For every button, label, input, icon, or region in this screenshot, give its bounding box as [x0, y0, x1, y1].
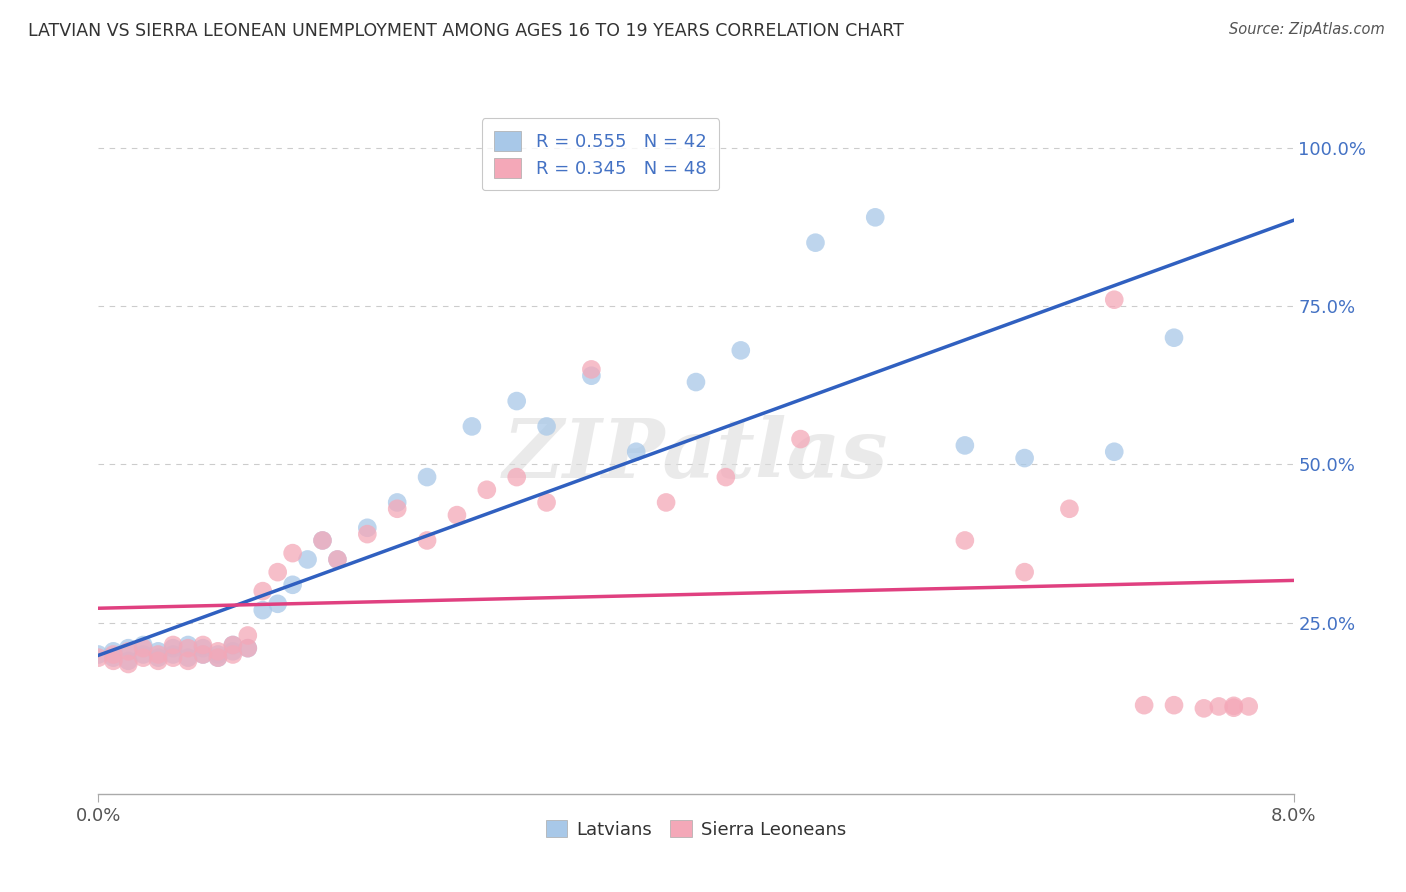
Point	[1104, 293, 1126, 307]
Point	[865, 211, 887, 225]
Point	[148, 644, 170, 658]
Point	[148, 654, 170, 668]
Point	[1192, 701, 1215, 715]
Point	[789, 432, 811, 446]
Point	[714, 470, 737, 484]
Point	[446, 508, 468, 522]
Point	[626, 444, 648, 458]
Point	[191, 638, 214, 652]
Point	[326, 552, 349, 566]
Point	[222, 638, 245, 652]
Point	[536, 495, 558, 509]
Point	[117, 641, 139, 656]
Point	[581, 362, 603, 376]
Point	[953, 533, 976, 548]
Point	[252, 584, 274, 599]
Point	[730, 343, 752, 358]
Point	[1014, 451, 1036, 466]
Point	[385, 501, 409, 516]
Point	[191, 648, 214, 662]
Point	[1014, 565, 1036, 579]
Point	[475, 483, 498, 497]
Point	[162, 641, 184, 656]
Point	[655, 495, 678, 509]
Point	[103, 650, 125, 665]
Point	[177, 650, 200, 665]
Point	[311, 533, 333, 548]
Point	[236, 628, 259, 642]
Point	[1223, 698, 1246, 713]
Point	[326, 552, 349, 566]
Point	[236, 641, 259, 656]
Point	[87, 648, 110, 662]
Point	[87, 650, 110, 665]
Text: ZIPatlas: ZIPatlas	[503, 415, 889, 495]
Point	[222, 648, 245, 662]
Point	[117, 644, 139, 658]
Text: LATVIAN VS SIERRA LEONEAN UNEMPLOYMENT AMONG AGES 16 TO 19 YEARS CORRELATION CHA: LATVIAN VS SIERRA LEONEAN UNEMPLOYMENT A…	[28, 22, 904, 40]
Point	[162, 648, 184, 662]
Point	[1208, 699, 1230, 714]
Point	[506, 470, 529, 484]
Point	[103, 654, 125, 668]
Legend: Latvians, Sierra Leoneans: Latvians, Sierra Leoneans	[538, 813, 853, 846]
Point	[416, 470, 439, 484]
Point	[581, 368, 603, 383]
Point	[281, 546, 304, 560]
Point	[177, 638, 200, 652]
Point	[1163, 698, 1185, 713]
Point	[281, 578, 304, 592]
Point	[1223, 700, 1246, 714]
Point	[804, 235, 827, 250]
Point	[207, 650, 229, 665]
Point	[222, 638, 245, 652]
Point	[148, 650, 170, 665]
Point	[103, 644, 125, 658]
Point	[162, 638, 184, 652]
Point	[132, 641, 155, 656]
Point	[252, 603, 274, 617]
Point	[191, 648, 214, 662]
Point	[132, 650, 155, 665]
Point	[311, 533, 333, 548]
Point	[506, 394, 529, 409]
Point	[117, 657, 139, 671]
Point	[356, 527, 378, 541]
Point	[177, 654, 200, 668]
Point	[132, 638, 155, 652]
Point	[222, 644, 245, 658]
Point	[1133, 698, 1156, 713]
Point	[191, 641, 214, 656]
Point	[267, 565, 290, 579]
Point	[207, 648, 229, 662]
Point	[685, 375, 707, 389]
Point	[416, 533, 439, 548]
Point	[297, 552, 319, 566]
Point	[207, 644, 229, 658]
Point	[103, 648, 125, 662]
Point	[356, 521, 378, 535]
Point	[385, 495, 409, 509]
Point	[177, 641, 200, 656]
Point	[207, 650, 229, 665]
Point	[953, 438, 976, 452]
Text: Source: ZipAtlas.com: Source: ZipAtlas.com	[1229, 22, 1385, 37]
Point	[1237, 699, 1260, 714]
Point	[536, 419, 558, 434]
Point	[132, 648, 155, 662]
Point	[267, 597, 290, 611]
Point	[1163, 331, 1185, 345]
Point	[162, 650, 184, 665]
Point	[1104, 444, 1126, 458]
Point	[148, 648, 170, 662]
Point	[236, 641, 259, 656]
Point	[117, 654, 139, 668]
Point	[461, 419, 484, 434]
Point	[1059, 501, 1081, 516]
